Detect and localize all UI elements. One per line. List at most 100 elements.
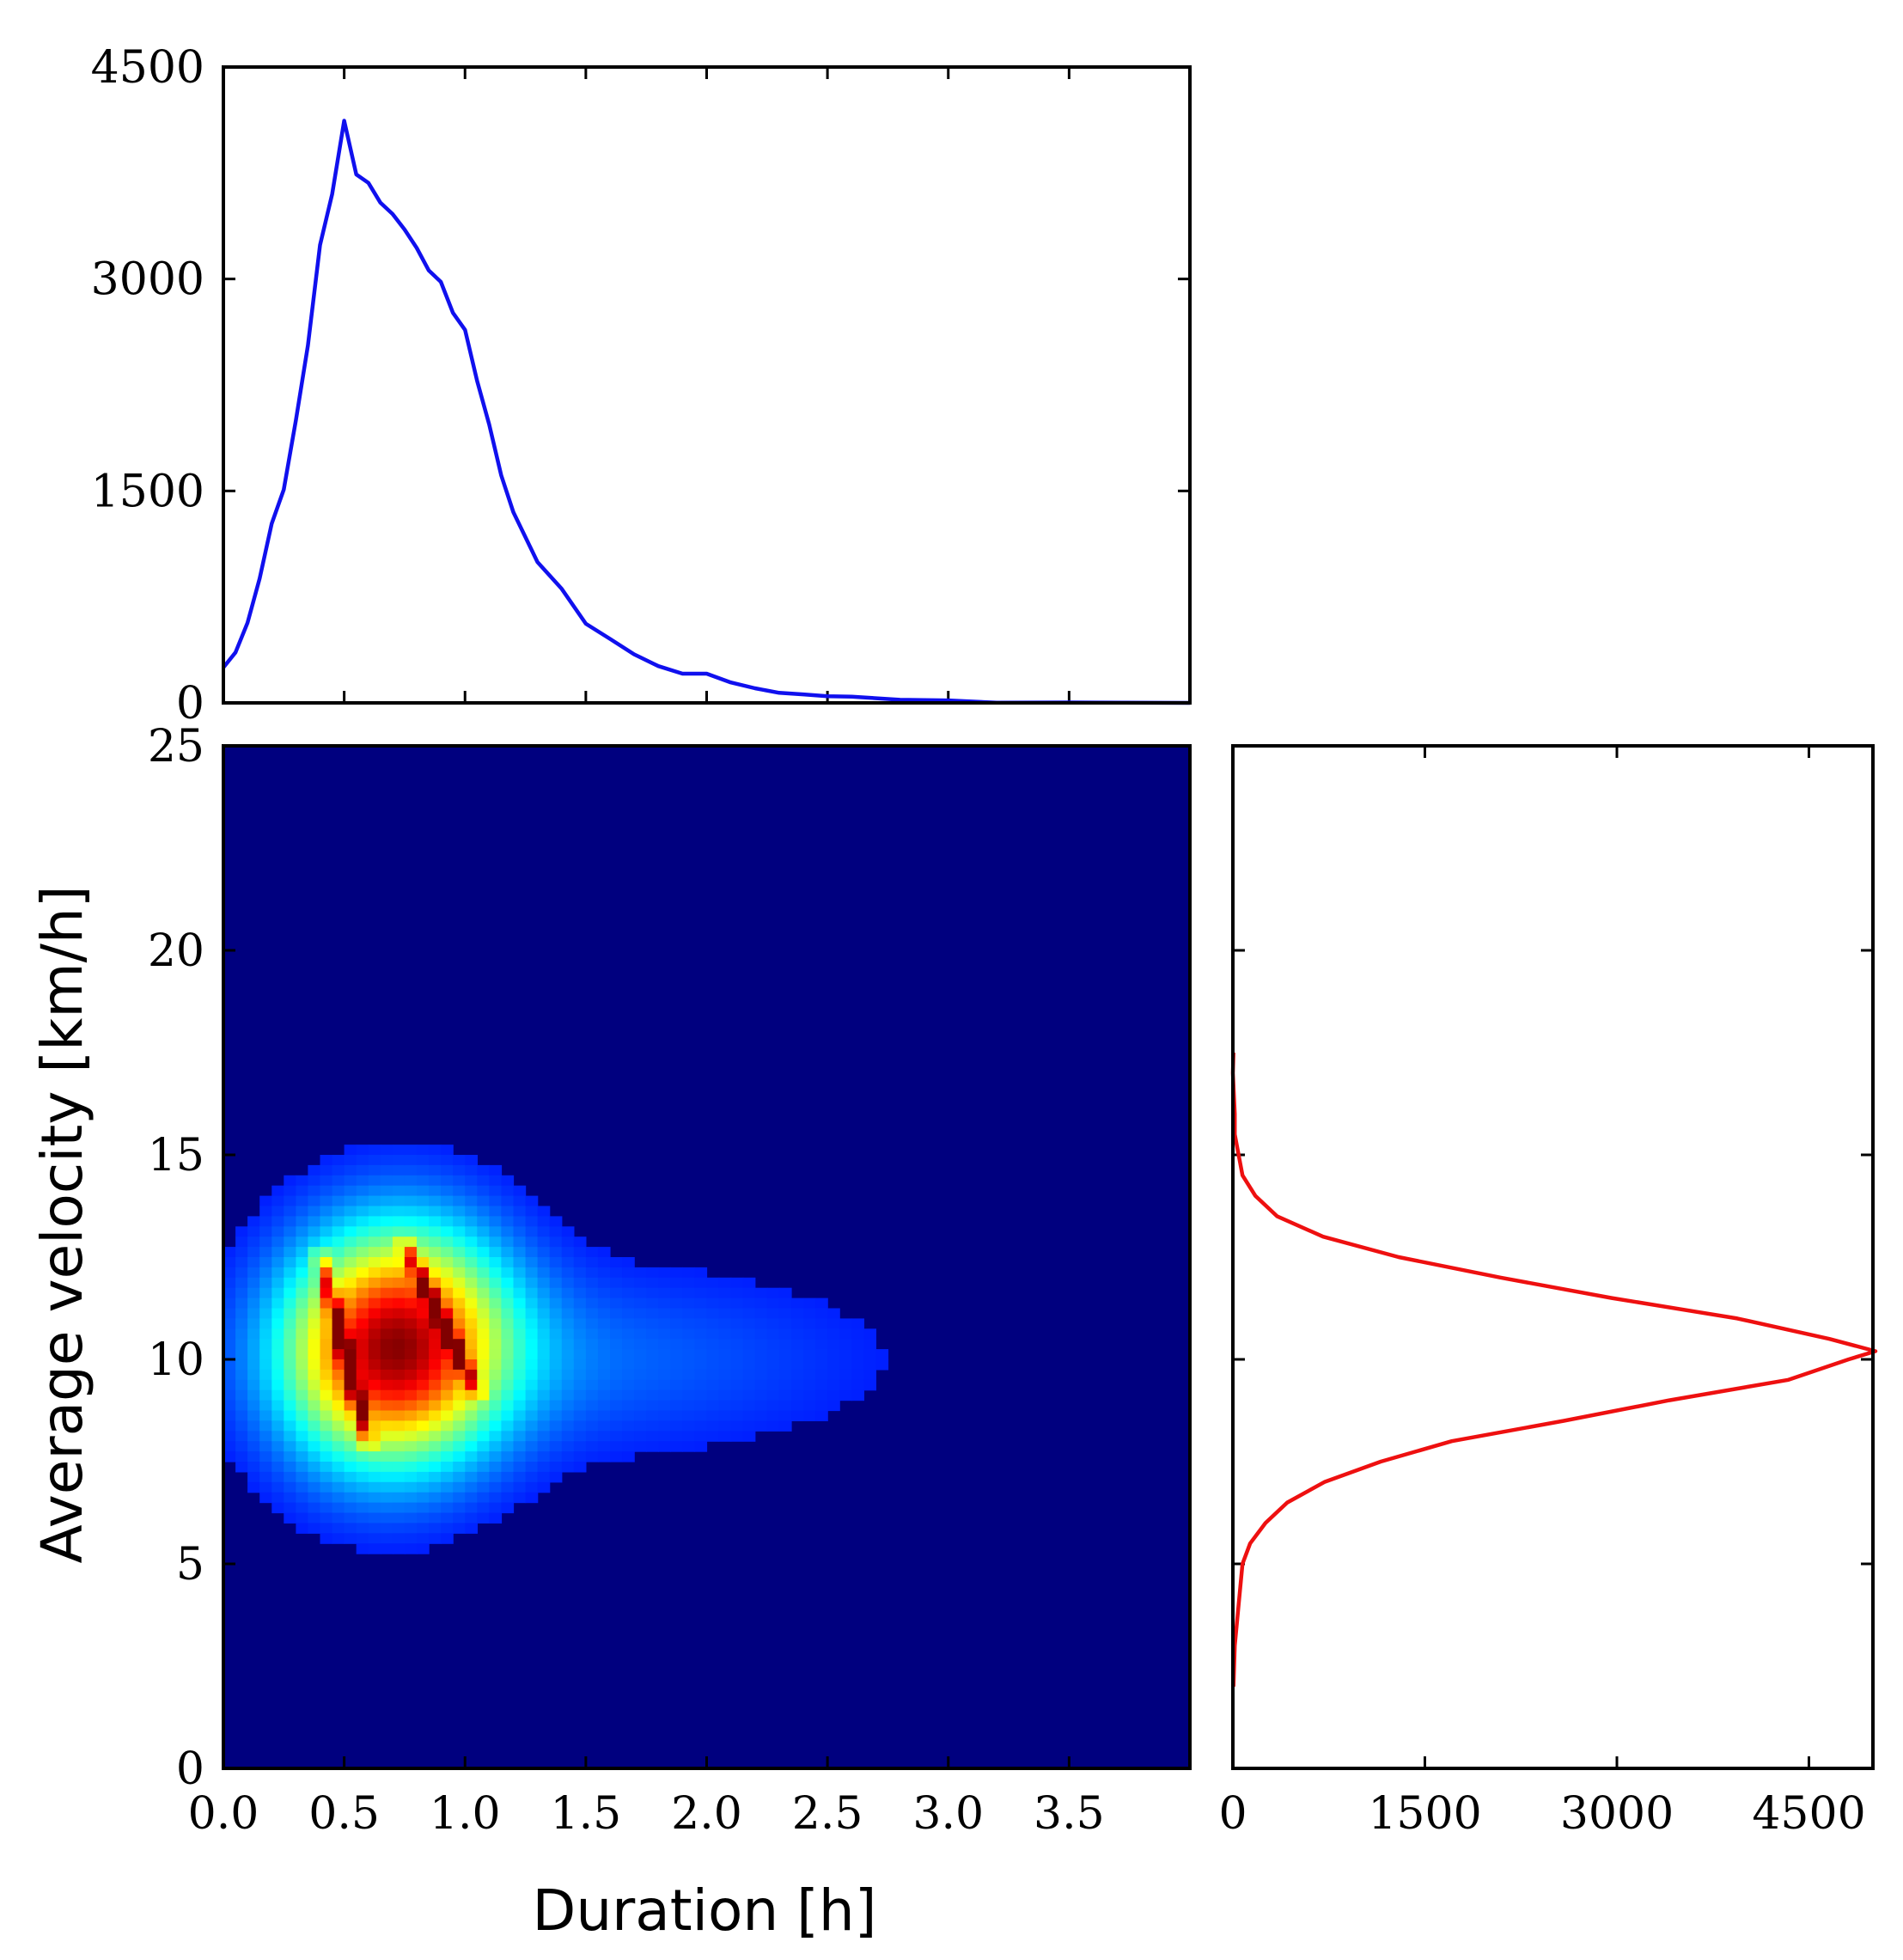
heatmap-cell	[863, 1359, 876, 1371]
heatmap-cell	[694, 1410, 708, 1421]
heatmap-cell	[320, 1441, 333, 1452]
heatmap-cell	[465, 1451, 478, 1462]
heatmap-cell	[610, 1369, 623, 1381]
heatmap-cell	[525, 1287, 539, 1299]
heatmap-cell	[489, 1492, 503, 1504]
heatmap-cell	[549, 1328, 563, 1340]
heatmap-cell	[356, 1502, 369, 1514]
heatmap-cell	[429, 1523, 442, 1534]
heatmap-cell	[380, 1379, 393, 1391]
heatmap-cell	[380, 1533, 393, 1544]
heatmap-cell	[694, 1389, 708, 1401]
heatmap-cell	[561, 1236, 575, 1248]
heatmap-cell	[356, 1481, 369, 1493]
heatmap-cell	[670, 1389, 683, 1401]
heatmap-cell	[537, 1369, 551, 1381]
heatmap-cell	[501, 1359, 515, 1371]
heatmap-cell	[513, 1339, 527, 1350]
heatmap-cell	[308, 1175, 321, 1187]
heatmap-cell	[658, 1318, 671, 1329]
heatmap-cell	[332, 1339, 345, 1350]
heatmap-cell	[694, 1277, 708, 1289]
heatmap-cell	[441, 1379, 454, 1391]
heatmap-cell	[417, 1308, 430, 1319]
heatmap-x-tick-label: 1.0	[430, 1788, 501, 1840]
heatmap-cell	[296, 1185, 309, 1197]
heatmap-cell	[610, 1451, 623, 1462]
heatmap-cell	[441, 1328, 454, 1340]
heatmap-cell	[682, 1379, 696, 1391]
heatmap-cell	[223, 1379, 236, 1391]
heatmap-cell	[682, 1339, 696, 1350]
heatmap-cell	[320, 1267, 333, 1279]
heatmap-cell	[742, 1318, 756, 1329]
heatmap-cell	[392, 1267, 406, 1279]
heatmap-cell	[417, 1533, 430, 1544]
heatmap-cell	[320, 1533, 333, 1544]
heatmap-cell	[610, 1389, 623, 1401]
heatmap-cell	[344, 1277, 357, 1289]
heatmap-cell	[308, 1420, 321, 1432]
heatmap-cell	[429, 1441, 442, 1452]
heatmap-cell	[525, 1328, 539, 1340]
heatmap-cell	[501, 1379, 515, 1391]
heatmap-x-tick-label: 3.0	[912, 1788, 984, 1840]
heatmap-cell	[646, 1420, 659, 1432]
heatmap-cell	[754, 1369, 768, 1381]
heatmap-cell	[622, 1328, 635, 1340]
heatmap-cell	[489, 1206, 503, 1217]
heatmap-cell	[368, 1523, 381, 1534]
heatmap-cell	[477, 1441, 490, 1452]
heatmap-cell	[429, 1420, 442, 1432]
heatmap-cell	[356, 1471, 369, 1483]
heatmap-cell	[477, 1451, 490, 1462]
heatmap-cell	[332, 1441, 345, 1452]
heatmap-cell	[284, 1287, 296, 1299]
heatmap-cell	[585, 1420, 599, 1432]
heatmap-cell	[525, 1431, 539, 1442]
heatmap-cell	[392, 1379, 406, 1391]
heatmap-cell	[380, 1339, 393, 1350]
heatmap-cell	[380, 1431, 393, 1442]
heatmap-cell	[320, 1318, 333, 1329]
heatmap-cell	[706, 1431, 720, 1442]
heatmap-cell	[441, 1206, 454, 1217]
heatmap-cell	[429, 1359, 442, 1371]
heatmap-cell	[417, 1492, 430, 1504]
heatmap-cell	[513, 1431, 527, 1442]
right-x-tick-label: 0	[1218, 1788, 1247, 1840]
heatmap-cell	[271, 1410, 284, 1421]
heatmap-cell	[404, 1400, 418, 1412]
heatmap-cell	[754, 1389, 768, 1401]
heatmap-cell	[380, 1349, 393, 1360]
heatmap-cell	[404, 1298, 418, 1310]
heatmap-cell	[429, 1226, 442, 1237]
heatmap-cell	[368, 1308, 381, 1319]
heatmap-cell	[537, 1420, 551, 1432]
heatmap-cell	[501, 1451, 515, 1462]
heatmap-cell	[597, 1359, 611, 1371]
heatmap-cell	[259, 1247, 272, 1258]
heatmap-cell	[235, 1339, 248, 1350]
heatmap-cell	[380, 1441, 393, 1452]
heatmap-cell	[465, 1420, 478, 1432]
heatmap-cell	[778, 1318, 792, 1329]
heatmap-cell	[429, 1155, 442, 1166]
heatmap-cell	[610, 1339, 623, 1350]
heatmap-cell	[730, 1410, 744, 1421]
heatmap-cell	[525, 1308, 539, 1319]
heatmap-cell	[247, 1287, 260, 1299]
heatmap-cell	[429, 1247, 442, 1258]
heatmap-cell	[296, 1481, 309, 1493]
heatmap-cell	[259, 1206, 272, 1217]
heatmap-cell	[284, 1226, 296, 1237]
heatmap-cell	[429, 1308, 442, 1319]
heatmap-cell	[525, 1216, 539, 1227]
right-x-tick-label: 3000	[1560, 1788, 1674, 1840]
heatmap-cell	[356, 1247, 369, 1258]
heatmap-cell	[223, 1339, 236, 1350]
heatmap-cell	[344, 1164, 357, 1176]
heatmap-cell	[803, 1369, 816, 1381]
heatmap-cell	[694, 1400, 708, 1412]
heatmap-cell	[368, 1533, 381, 1544]
